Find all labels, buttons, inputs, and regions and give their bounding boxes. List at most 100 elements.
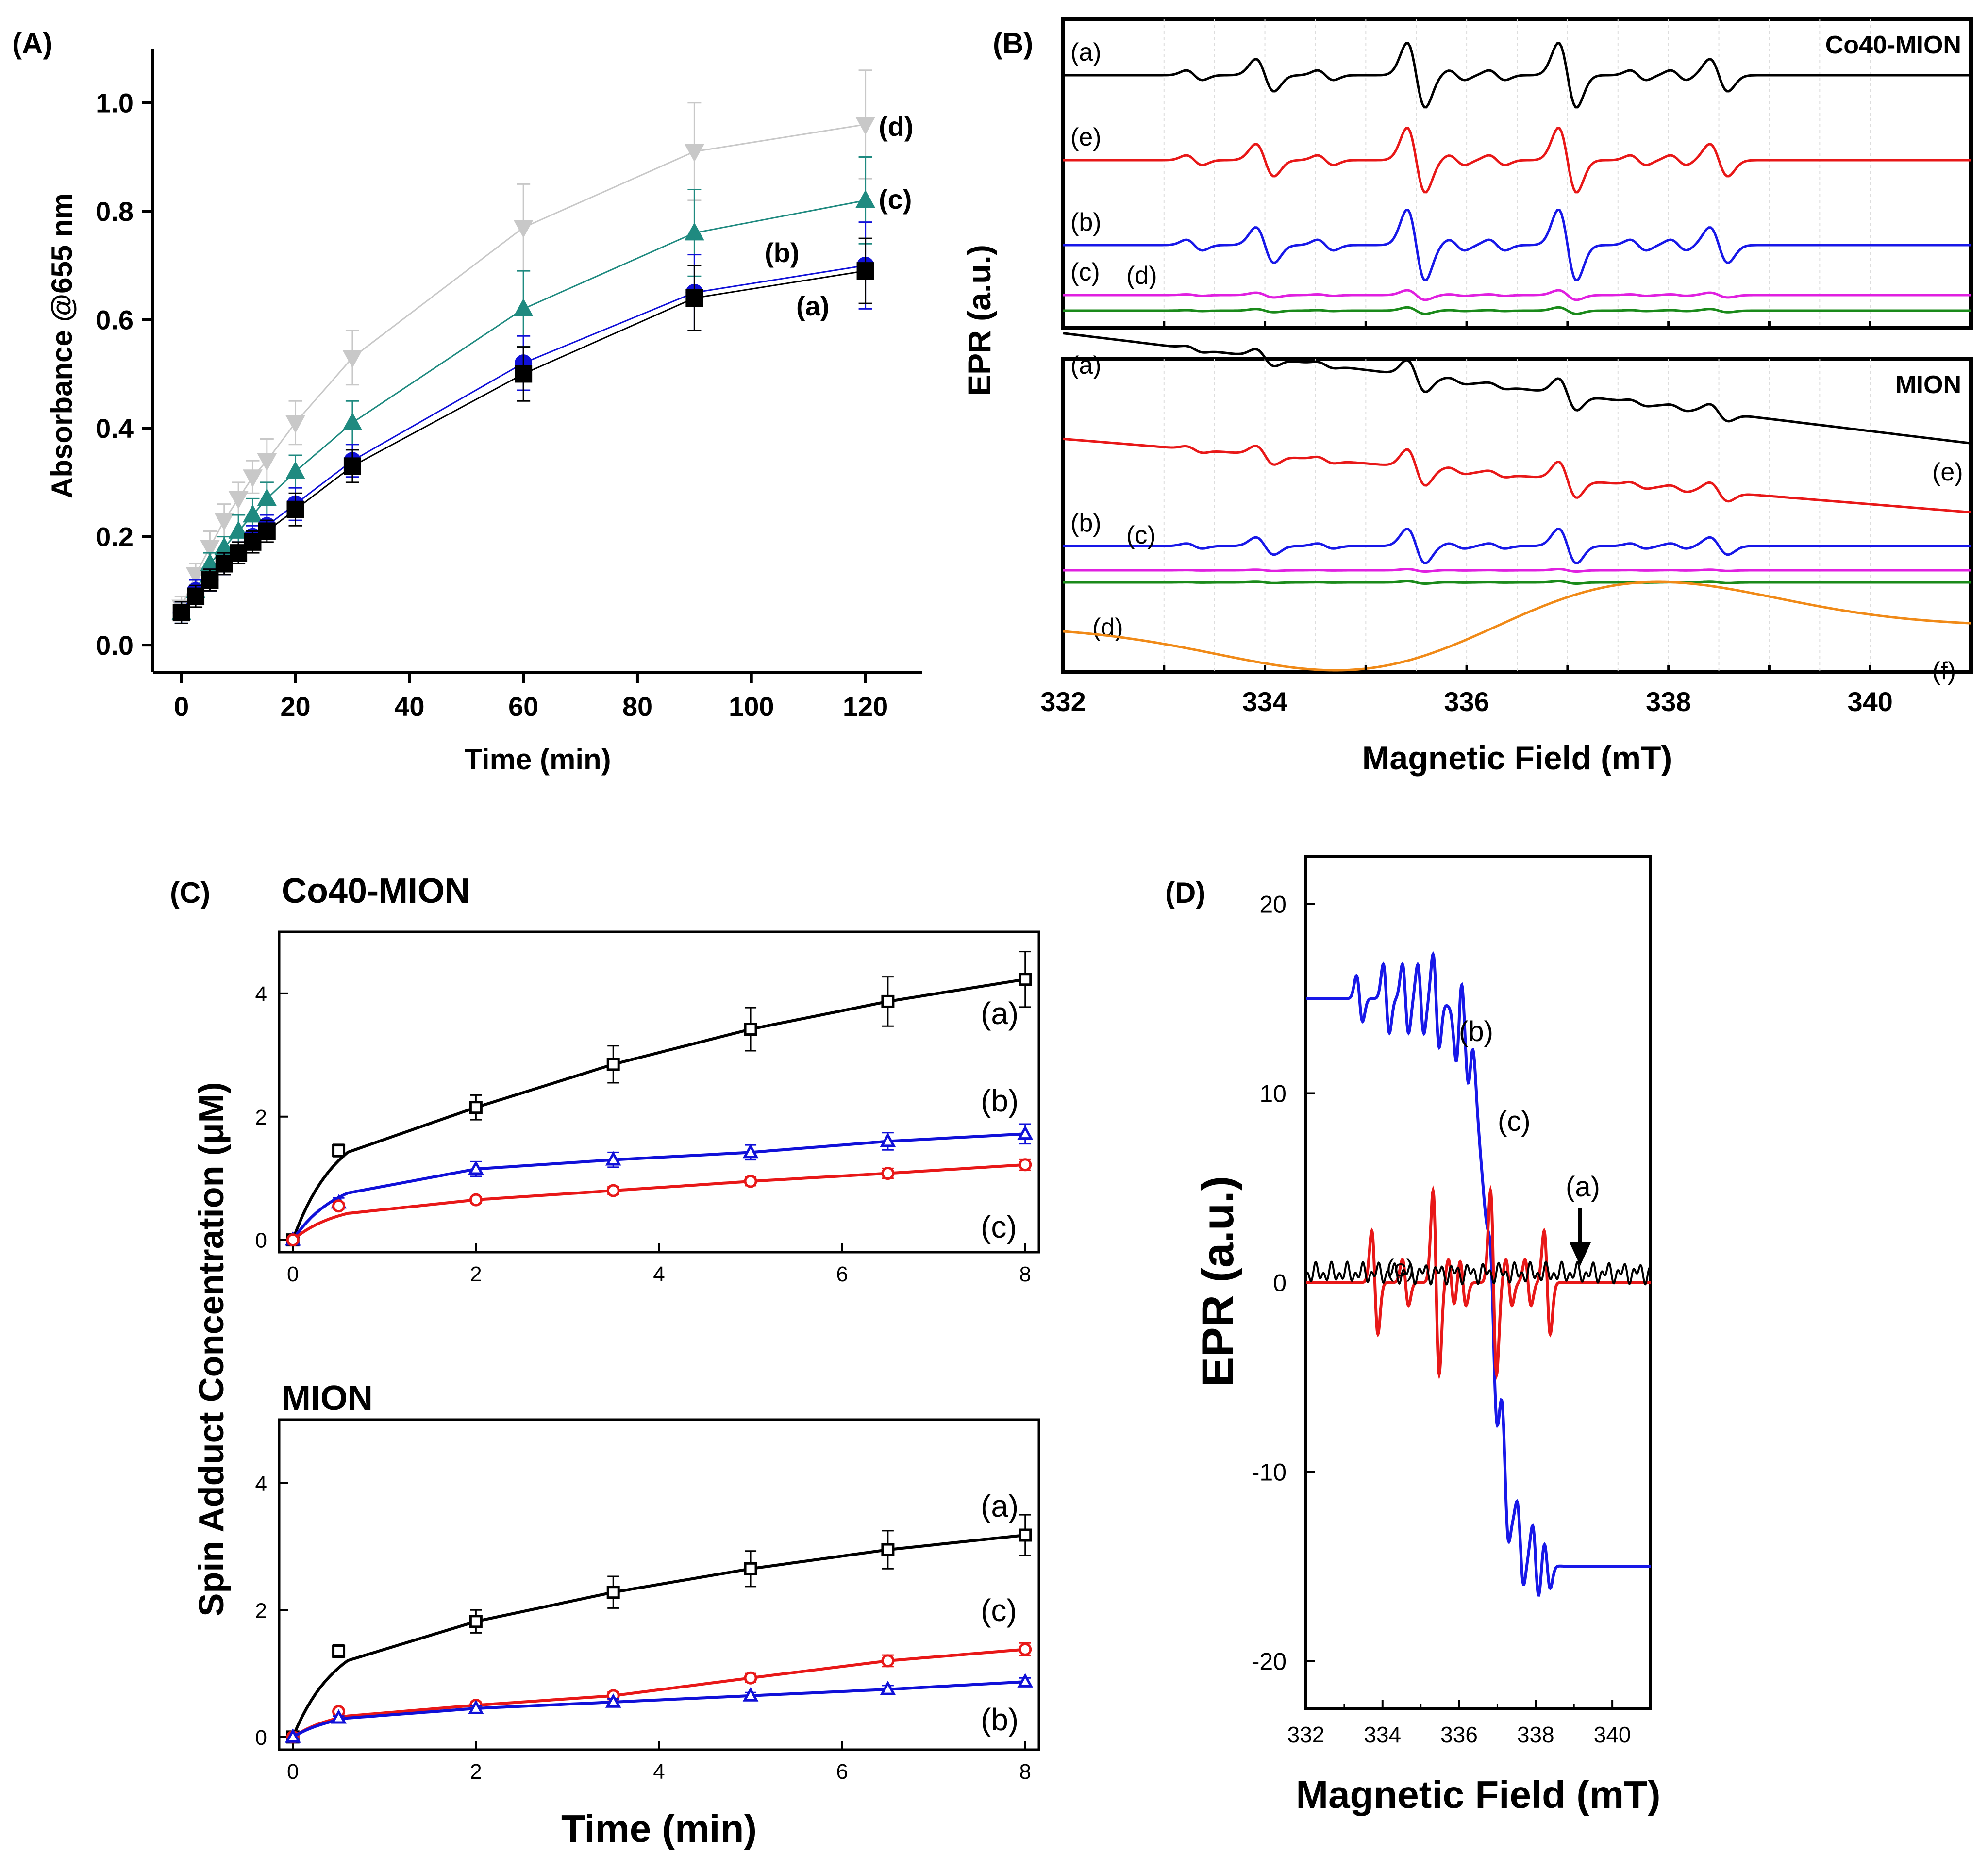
data-point [744, 1023, 757, 1036]
trace-label: (b) [1070, 509, 1102, 537]
x-tick-label: 4 [653, 1262, 665, 1286]
series-label: (a) [981, 1489, 1019, 1523]
fit-curve [291, 977, 1026, 1241]
subplot-title: Co40-MION [1825, 31, 1961, 59]
trace-label: (c) [1126, 521, 1156, 549]
x-tick-label: 0 [174, 691, 189, 722]
data-point [881, 994, 895, 1008]
series-label: (c) [879, 184, 912, 215]
data-point [606, 1184, 620, 1197]
data-point [880, 1132, 896, 1147]
trace-a [1063, 42, 1971, 109]
series-label: (b) [981, 1083, 1019, 1118]
data-point [742, 1687, 759, 1702]
subplot-title: MION [282, 1379, 373, 1418]
data-point [513, 220, 534, 238]
data-point [284, 1728, 301, 1743]
series-label: (d) [879, 111, 914, 142]
panel-label: (B) [993, 27, 1033, 60]
data-point [1017, 1673, 1034, 1688]
series-label: (c) [981, 1209, 1017, 1244]
panel-label: (C) [170, 877, 210, 909]
trace-label: (a) [1070, 38, 1102, 66]
x-tick-label: 336 [1440, 1722, 1478, 1747]
y-axis-title: Spin Adduct Concentration (μM) [192, 1082, 231, 1616]
y-axis-title: Absorbance @655 nm [46, 193, 78, 498]
data-point [257, 488, 277, 506]
x-tick-label: 4 [653, 1760, 665, 1784]
data-point [172, 604, 190, 622]
data-point [201, 571, 219, 589]
data-point [215, 555, 233, 573]
spectrum-trace [1305, 1260, 1652, 1286]
data-point [342, 350, 363, 368]
x-tick-label: 60 [508, 691, 538, 722]
trace-a [1063, 332, 1971, 445]
x-tick-label: 0 [287, 1760, 299, 1784]
data-point [285, 461, 305, 480]
data-point [684, 222, 704, 241]
subplot-title: MION [1895, 371, 1961, 399]
y-tick-label: 0.6 [96, 305, 134, 335]
overlap-label: (c) [1386, 1255, 1414, 1282]
x-tick-label: 8 [1019, 1760, 1031, 1784]
x-tick-label: 332 [1040, 686, 1086, 717]
data-point [606, 1586, 620, 1599]
x-tick-label: 80 [622, 691, 652, 722]
series-c [286, 1642, 1032, 1744]
data-point [200, 540, 220, 558]
data-point [606, 1058, 620, 1071]
trace-label: (e) [1070, 123, 1102, 151]
x-tick-label: 334 [1242, 686, 1287, 717]
series-label: (c) [1498, 1106, 1531, 1137]
trace-b [1063, 209, 1971, 282]
data-point [331, 1709, 347, 1724]
x-axis-title: Magnetic Field (mT) [1362, 740, 1672, 777]
data-point [515, 365, 533, 383]
data-point [342, 412, 363, 430]
data-point [468, 1160, 484, 1175]
series-label: (b) [1459, 1016, 1493, 1047]
fit-curve [291, 1132, 1025, 1241]
data-point [744, 1671, 757, 1685]
y-tick-label: 0.4 [96, 413, 134, 444]
series-b [284, 1123, 1034, 1246]
subplot-title: Co40-MION [282, 872, 470, 910]
data-point [744, 1175, 757, 1188]
y-tick-label: 20 [1259, 891, 1286, 918]
data-point [685, 289, 703, 307]
trace-d [1063, 306, 1971, 315]
trace-b [1063, 528, 1971, 564]
x-axis-title: Magnetic Field (mT) [1296, 1773, 1660, 1816]
subplot-mion: MION 0 2 4 6 8 0 2 4 (a) (c) (b) [255, 1379, 1040, 1784]
trace-c [1063, 289, 1971, 301]
data-point [744, 1562, 757, 1575]
y-tick-label: 10 [1259, 1080, 1286, 1108]
data-point [513, 298, 534, 316]
trace-label: (b) [1070, 208, 1102, 236]
data-point [1019, 1158, 1032, 1172]
data-point [1019, 973, 1032, 986]
data-point [343, 457, 361, 475]
trace-label: (c) [1070, 258, 1100, 286]
plot-frame [278, 930, 1040, 1254]
x-tick-label: 100 [729, 691, 774, 722]
x-tick-label: 40 [394, 691, 424, 722]
data-point [856, 262, 874, 280]
subplot-co40-mion: Co40-MION (a) (e) (b) (c) (d) [1061, 17, 1973, 330]
data-point [469, 1101, 483, 1114]
panel-b: (B) EPR (a.u.) Magnetic Field (mT) Co40-MIO… [961, 17, 1973, 777]
panel-label: (D) [1165, 877, 1205, 909]
data-point [684, 144, 704, 162]
trace-f [1063, 580, 1971, 672]
data-point [243, 504, 263, 523]
data-point [286, 1233, 300, 1247]
y-tick-label: 0.8 [96, 196, 134, 227]
x-tick-label: 6 [836, 1262, 848, 1286]
y-tick-label: 1.0 [96, 88, 134, 118]
data-point [881, 1654, 895, 1668]
y-tick-label: 0.0 [96, 630, 134, 661]
series-a [172, 237, 874, 624]
series-a [286, 951, 1032, 1247]
